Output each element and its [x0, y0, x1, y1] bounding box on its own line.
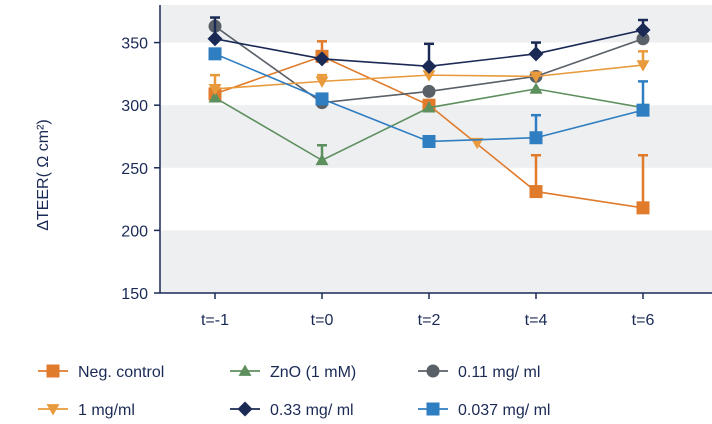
data-point — [529, 131, 543, 145]
legend-item: 0.33 mg/ ml — [230, 401, 354, 419]
legend-marker — [237, 401, 253, 417]
legend-label: 0.33 mg/ ml — [270, 402, 354, 419]
data-point — [422, 101, 436, 113]
data-point — [636, 201, 650, 215]
x-tick-label: t=0 — [311, 312, 334, 329]
data-point — [315, 92, 329, 106]
legend-marker — [46, 364, 60, 378]
data-point — [314, 51, 330, 67]
tick-labels: 150 200 250 300 350 t=-1 t=0 t=2 t=4 t=6 — [121, 36, 654, 329]
data-point — [208, 91, 222, 103]
series-5 — [208, 47, 650, 148]
grid-band — [160, 5, 712, 43]
y-tick-label: 200 — [121, 223, 148, 240]
data-point — [528, 46, 544, 62]
data-point — [315, 76, 329, 88]
y-tick-label: 150 — [121, 286, 148, 303]
series-4 — [207, 16, 651, 74]
x-tick-label: t=4 — [525, 312, 548, 329]
legend-marker — [238, 364, 252, 376]
grid-band — [160, 230, 712, 293]
data-point — [636, 32, 650, 46]
series-layer — [207, 16, 651, 215]
data-point — [529, 71, 543, 83]
data-point — [207, 31, 223, 47]
data-point — [529, 82, 543, 94]
data-point — [635, 22, 651, 38]
data-point — [421, 58, 437, 74]
legend-label: Neg. control — [78, 364, 164, 381]
legend-label: 1 mg/ml — [78, 402, 135, 419]
data-point — [422, 70, 436, 82]
data-point — [208, 47, 222, 61]
y-axis-title: ΔTEER( Ω cm²) — [35, 119, 52, 231]
data-point — [208, 84, 222, 96]
x-tick-label: t=2 — [418, 312, 441, 329]
legend-item: 0.037 mg/ ml — [418, 402, 550, 419]
y-tick-label: 250 — [121, 161, 148, 178]
legend-marker — [426, 364, 440, 378]
y-tick-label: 300 — [121, 98, 148, 115]
legend-item: 1 mg/ml — [38, 402, 135, 419]
data-point — [636, 60, 650, 72]
legend-label: 0.037 mg/ ml — [458, 402, 550, 419]
legend-label: 0.11 mg/ ml — [458, 364, 540, 381]
legend-item: 0.11 mg/ ml — [418, 364, 540, 381]
axes — [154, 5, 712, 299]
data-point — [422, 84, 436, 98]
data-point — [315, 153, 329, 166]
y-tick-label: 350 — [121, 36, 148, 53]
data-point — [529, 185, 543, 199]
data-point — [636, 103, 650, 117]
legend-label: ZnO (1 mM) — [270, 364, 356, 381]
x-tick-label: t=-1 — [201, 312, 229, 329]
legend-item: Neg. control — [38, 364, 164, 381]
x-tick-label: t=6 — [632, 312, 655, 329]
legend-item: ZnO (1 mM) — [230, 364, 356, 381]
data-point — [422, 134, 436, 148]
grid-bands — [160, 5, 712, 293]
legend-marker — [426, 402, 440, 416]
legend-marker — [46, 404, 60, 416]
legend: Neg. control ZnO (1 mM) 0.11 mg/ ml 1 mg/ml… — [38, 364, 550, 419]
